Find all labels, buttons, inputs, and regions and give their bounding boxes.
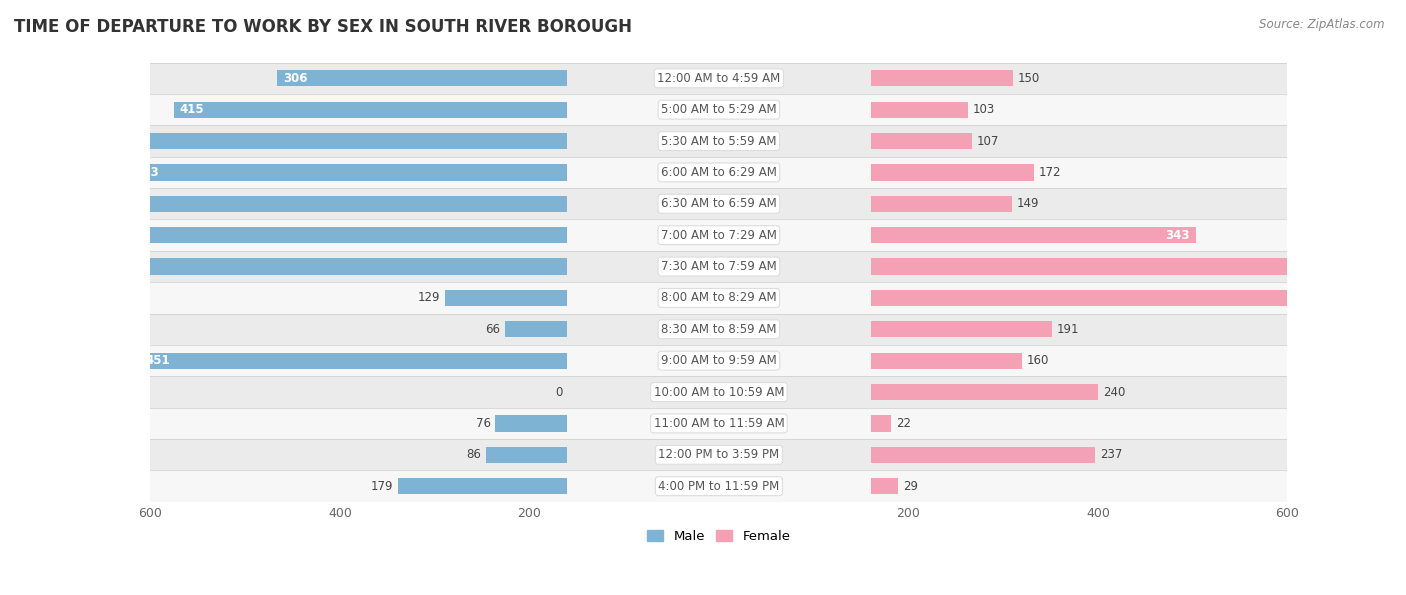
Bar (398, 478, 567, 494)
Bar (870, 447, 1095, 463)
Bar (870, 352, 1022, 369)
Bar (870, 384, 1098, 400)
Text: 5:00 AM to 5:29 AM: 5:00 AM to 5:29 AM (661, 103, 776, 116)
Bar (870, 227, 1195, 243)
Bar (139, 352, 567, 369)
Bar (150, 408, 1288, 439)
Bar (485, 447, 567, 463)
Text: 22: 22 (896, 417, 911, 430)
Bar (150, 126, 1288, 156)
Bar (150, 156, 1288, 188)
Text: 5:30 AM to 5:59 AM: 5:30 AM to 5:59 AM (661, 134, 776, 148)
Bar (870, 70, 1012, 86)
Bar (870, 102, 969, 118)
Text: 463: 463 (134, 166, 159, 179)
Text: 415: 415 (180, 103, 204, 116)
Bar (150, 439, 1288, 471)
Text: 343: 343 (1166, 228, 1189, 242)
Bar (150, 377, 1288, 408)
Bar (870, 290, 1357, 306)
Bar (150, 94, 1288, 126)
Bar (84, 133, 567, 149)
Text: 477: 477 (121, 198, 145, 210)
Text: 86: 86 (467, 448, 481, 461)
Text: 76: 76 (475, 417, 491, 430)
Bar (870, 321, 1052, 337)
Bar (115, 196, 567, 212)
Text: 12:00 AM to 4:59 AM: 12:00 AM to 4:59 AM (657, 72, 780, 85)
Text: 578: 578 (25, 228, 49, 242)
Text: 8:00 AM to 8:29 AM: 8:00 AM to 8:29 AM (661, 292, 776, 305)
Text: 150: 150 (1018, 72, 1039, 85)
Bar (870, 478, 898, 494)
Bar (174, 102, 567, 118)
Bar (150, 345, 1288, 377)
Text: 160: 160 (1026, 354, 1049, 367)
Text: 7:30 AM to 7:59 AM: 7:30 AM to 7:59 AM (661, 260, 776, 273)
Bar (128, 164, 567, 180)
Text: 7:00 AM to 7:29 AM: 7:00 AM to 7:29 AM (661, 228, 778, 242)
Bar (150, 314, 1288, 345)
Bar (870, 258, 1402, 275)
Text: 29: 29 (903, 480, 918, 493)
Text: 9:00 AM to 9:59 AM: 9:00 AM to 9:59 AM (661, 354, 776, 367)
Bar (870, 133, 972, 149)
Text: 172: 172 (1038, 166, 1060, 179)
Legend: Male, Female: Male, Female (643, 524, 796, 548)
Bar (870, 196, 1012, 212)
Text: 6:30 AM to 6:59 AM: 6:30 AM to 6:59 AM (661, 198, 776, 210)
Text: 129: 129 (418, 292, 440, 305)
Bar (870, 415, 891, 431)
Text: 509: 509 (90, 134, 115, 148)
Bar (446, 290, 567, 306)
Bar (20, 227, 567, 243)
Text: TIME OF DEPARTURE TO WORK BY SEX IN SOUTH RIVER BOROUGH: TIME OF DEPARTURE TO WORK BY SEX IN SOUT… (14, 18, 633, 36)
Bar (150, 282, 1288, 314)
Text: 103: 103 (973, 103, 995, 116)
Text: 149: 149 (1017, 198, 1039, 210)
Bar (3, 258, 567, 275)
Bar (505, 321, 567, 337)
Text: 191: 191 (1056, 323, 1078, 336)
Text: Source: ZipAtlas.com: Source: ZipAtlas.com (1260, 18, 1385, 31)
Text: 306: 306 (283, 72, 308, 85)
Text: 10:00 AM to 10:59 AM: 10:00 AM to 10:59 AM (654, 386, 785, 399)
Text: 8:30 AM to 8:59 AM: 8:30 AM to 8:59 AM (661, 323, 776, 336)
Bar (150, 471, 1288, 502)
Text: 451: 451 (146, 354, 170, 367)
Text: 560: 560 (1371, 260, 1396, 273)
Text: 237: 237 (1099, 448, 1122, 461)
Text: 66: 66 (485, 323, 501, 336)
Text: 513: 513 (1326, 292, 1351, 305)
Text: 0: 0 (555, 386, 562, 399)
Bar (870, 164, 1033, 180)
Text: 4:00 PM to 11:59 PM: 4:00 PM to 11:59 PM (658, 480, 779, 493)
Text: 240: 240 (1102, 386, 1125, 399)
Bar (495, 415, 567, 431)
Bar (150, 251, 1288, 282)
Text: 6:00 AM to 6:29 AM: 6:00 AM to 6:29 AM (661, 166, 778, 179)
Text: 11:00 AM to 11:59 AM: 11:00 AM to 11:59 AM (654, 417, 785, 430)
Text: 179: 179 (370, 480, 392, 493)
Bar (150, 188, 1288, 220)
Text: 595: 595 (8, 260, 34, 273)
Bar (150, 220, 1288, 251)
Text: 12:00 PM to 3:59 PM: 12:00 PM to 3:59 PM (658, 448, 779, 461)
Bar (150, 62, 1288, 94)
Text: 107: 107 (977, 134, 1000, 148)
Bar (277, 70, 567, 86)
